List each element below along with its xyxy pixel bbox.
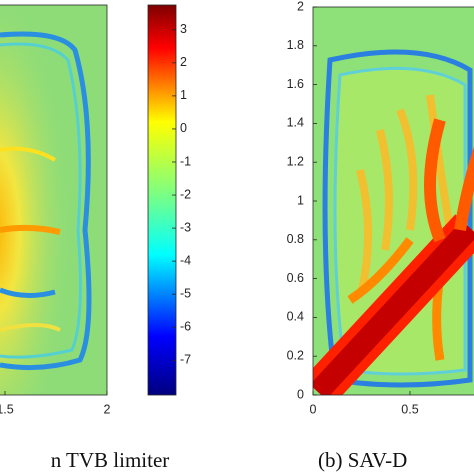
y-tick-label: 1.2 bbox=[287, 154, 304, 168]
y-tick-label: 1.8 bbox=[287, 38, 304, 52]
colorbar-tick-label: -5 bbox=[180, 286, 191, 300]
colorbar-tick-label: 2 bbox=[180, 55, 187, 69]
colorbar-tick-label: -1 bbox=[180, 154, 191, 168]
colorbar-tick-label: 1 bbox=[180, 88, 187, 102]
colorbar-tick-label: 3 bbox=[180, 22, 187, 36]
y-tick-label: 2 bbox=[297, 0, 304, 13]
colorbar-tick-label: -2 bbox=[180, 187, 191, 201]
y-tick-label: 0 bbox=[297, 387, 304, 401]
y-tick-label: 0.4 bbox=[287, 310, 304, 324]
x-tick-label: 0.5 bbox=[401, 402, 418, 416]
y-tick-label: 1.4 bbox=[287, 116, 304, 130]
colorbar bbox=[147, 4, 177, 396]
y-tick-label: 1 bbox=[297, 193, 304, 207]
y-tick-label: 1.6 bbox=[287, 77, 304, 91]
colorbar-tick-label: -7 bbox=[180, 353, 191, 367]
y-tick-label: 0.6 bbox=[287, 271, 304, 285]
colorbar-tick-label: 0 bbox=[180, 121, 187, 135]
x-tick-label: 0 bbox=[310, 402, 317, 416]
x-tick-label: 2 bbox=[104, 402, 111, 416]
colorbar-tick-label: -4 bbox=[180, 253, 191, 267]
right-field bbox=[313, 7, 474, 395]
colorbar-tick-label: -6 bbox=[180, 320, 191, 334]
caption-b: (b) SAV-D bbox=[318, 448, 407, 472]
y-tick-label: 0.8 bbox=[287, 232, 304, 246]
x-tick-label: 1.5 bbox=[0, 402, 14, 416]
y-tick-label: 0.2 bbox=[287, 348, 304, 362]
caption-a: n TVB limiter bbox=[51, 448, 170, 472]
left-axes-box bbox=[0, 4, 108, 396]
colorbar-tick-label: -3 bbox=[180, 220, 191, 234]
left-field bbox=[0, 5, 107, 395]
